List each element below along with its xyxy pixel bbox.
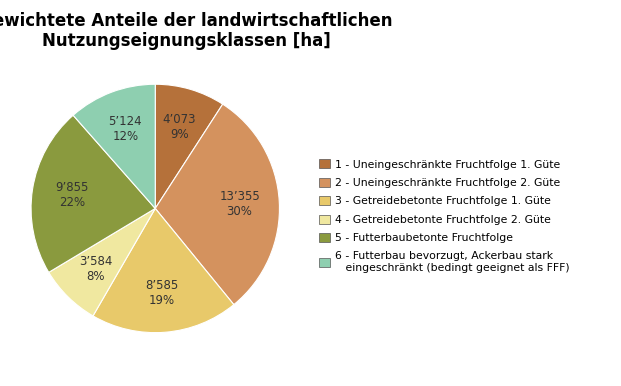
Wedge shape — [31, 115, 155, 273]
Text: 13’355
30%: 13’355 30% — [219, 190, 260, 218]
Text: 3’584
8%: 3’584 8% — [79, 255, 112, 283]
Text: 5’124
12%: 5’124 12% — [109, 115, 142, 144]
Text: 8’585
19%: 8’585 19% — [145, 279, 179, 306]
Legend: 1 - Uneingeschränkte Fruchtfolge 1. Güte, 2 - Uneingeschränkte Fruchtfolge 2. Gü: 1 - Uneingeschränkte Fruchtfolge 1. Güte… — [316, 156, 573, 276]
Wedge shape — [155, 104, 279, 305]
Text: 9’855
22%: 9’855 22% — [55, 181, 88, 210]
Text: gewichtete Anteile der landwirtschaftlichen
Nutzungseignungsklassen [ha]: gewichtete Anteile der landwirtschaftlic… — [0, 12, 392, 51]
Wedge shape — [73, 84, 155, 208]
Wedge shape — [155, 84, 223, 208]
Wedge shape — [49, 208, 155, 316]
Wedge shape — [93, 208, 234, 333]
Text: 4’073
9%: 4’073 9% — [163, 113, 196, 141]
